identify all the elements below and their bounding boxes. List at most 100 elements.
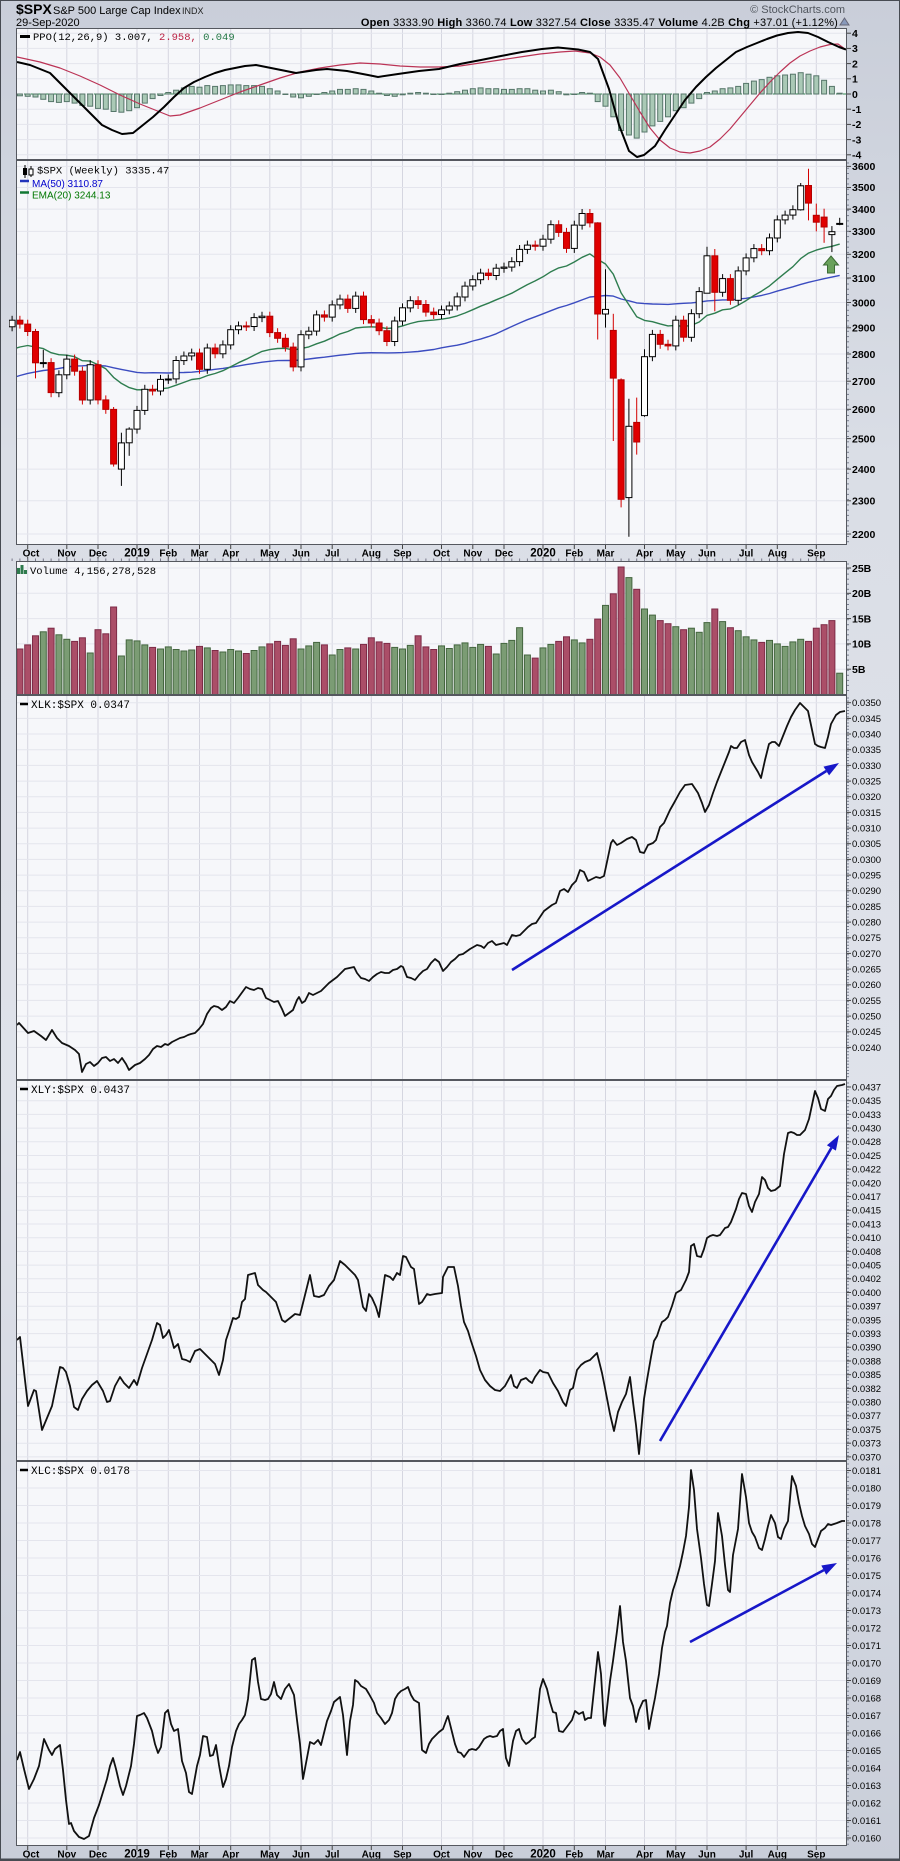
svg-text:Feb: Feb — [565, 549, 583, 560]
svg-text:0.0173: 0.0173 — [852, 1606, 881, 1617]
svg-text:2500: 2500 — [852, 433, 876, 445]
svg-text:2: 2 — [852, 58, 858, 70]
svg-text:0.0180: 0.0180 — [852, 1483, 881, 1494]
svg-text:-3: -3 — [852, 134, 861, 146]
svg-text:Jun: Jun — [698, 1850, 716, 1861]
svg-text:0.0305: 0.0305 — [852, 839, 881, 850]
svg-text:5B: 5B — [852, 664, 866, 676]
svg-text:0.0245: 0.0245 — [852, 1027, 881, 1038]
svg-text:Oct: Oct — [433, 549, 450, 560]
svg-text:EMA(20) 3244.13: EMA(20) 3244.13 — [32, 191, 111, 202]
svg-text:0.0165: 0.0165 — [852, 1746, 881, 1757]
svg-text:© StockCharts.com: © StockCharts.com — [750, 4, 845, 16]
svg-text:Jul: Jul — [325, 549, 340, 560]
svg-text:0.0335: 0.0335 — [852, 745, 881, 756]
svg-text:Jun: Jun — [292, 549, 310, 560]
svg-text:3100: 3100 — [852, 273, 876, 285]
svg-text:Open 3333.90 High 3360.74 Low: Open 3333.90 High 3360.74 Low 3327.54 Cl… — [361, 17, 838, 29]
svg-text:29-Sep-2020: 29-Sep-2020 — [16, 17, 80, 29]
svg-text:0.0270: 0.0270 — [852, 949, 881, 960]
svg-text:0.0325: 0.0325 — [852, 777, 881, 788]
svg-text:Dec: Dec — [89, 549, 108, 560]
svg-text:0.0295: 0.0295 — [852, 871, 881, 882]
svg-text:0.0275: 0.0275 — [852, 933, 881, 944]
svg-text:Feb: Feb — [565, 1850, 583, 1861]
svg-text:Mar: Mar — [597, 1850, 615, 1861]
svg-text:Jul: Jul — [739, 1850, 754, 1861]
svg-text:Sep: Sep — [807, 549, 825, 560]
svg-text:0.0405: 0.0405 — [852, 1261, 881, 1272]
svg-text:Feb: Feb — [159, 1850, 177, 1861]
svg-text:3200: 3200 — [852, 249, 876, 261]
svg-text:4: 4 — [852, 28, 858, 40]
svg-text:Oct: Oct — [433, 1850, 450, 1861]
svg-text:1: 1 — [852, 74, 858, 86]
svg-text:0.0168: 0.0168 — [852, 1693, 881, 1704]
svg-text:0.0377: 0.0377 — [852, 1411, 881, 1422]
svg-text:0.0393: 0.0393 — [852, 1329, 881, 1340]
svg-text:0.0162: 0.0162 — [852, 1798, 881, 1809]
svg-text:$SPX: $SPX — [16, 1, 52, 17]
svg-text:0.0178: 0.0178 — [852, 1518, 881, 1529]
svg-text:Apr: Apr — [636, 549, 653, 560]
svg-text:$SPX (Weekly) 3335.47: $SPX (Weekly) 3335.47 — [37, 166, 169, 178]
svg-text:Dec: Dec — [89, 1850, 108, 1861]
svg-text:15B: 15B — [852, 613, 872, 625]
svg-text:Jul: Jul — [739, 549, 754, 560]
svg-text:0.0370: 0.0370 — [852, 1452, 881, 1463]
svg-text:3400: 3400 — [852, 204, 876, 216]
svg-text:Dec: Dec — [495, 549, 514, 560]
svg-text:0.0300: 0.0300 — [852, 855, 881, 866]
svg-text:-2: -2 — [852, 119, 861, 131]
svg-text:0.0315: 0.0315 — [852, 808, 881, 819]
svg-text:2020: 2020 — [530, 1849, 556, 1861]
svg-text:Apr: Apr — [222, 1850, 239, 1861]
svg-text:Sep: Sep — [393, 549, 411, 560]
svg-text:0.0290: 0.0290 — [852, 886, 881, 897]
svg-text:0.0170: 0.0170 — [852, 1658, 881, 1669]
svg-text:Mar: Mar — [597, 549, 615, 560]
svg-text:Sep: Sep — [807, 1850, 825, 1861]
svg-text:0.0166: 0.0166 — [852, 1728, 881, 1739]
svg-text:10B: 10B — [852, 639, 872, 651]
svg-text:2400: 2400 — [852, 464, 876, 476]
svg-text:Dec: Dec — [495, 1850, 514, 1861]
svg-text:0.0395: 0.0395 — [852, 1315, 881, 1326]
svg-text:0.0385: 0.0385 — [852, 1370, 881, 1381]
svg-text:20B: 20B — [852, 588, 872, 600]
svg-text:XLY:$SPX 0.0437: XLY:$SPX 0.0437 — [31, 1085, 130, 1097]
svg-text:0.0255: 0.0255 — [852, 996, 881, 1007]
svg-text:3: 3 — [852, 43, 858, 55]
svg-text:May: May — [666, 549, 686, 560]
svg-text:2019: 2019 — [124, 548, 150, 560]
svg-text:Aug: Aug — [768, 1850, 787, 1861]
svg-text:3600: 3600 — [852, 161, 876, 173]
svg-text:May: May — [666, 1850, 686, 1861]
svg-text:0.0169: 0.0169 — [852, 1676, 881, 1687]
svg-text:3300: 3300 — [852, 226, 876, 238]
svg-text:0.0415: 0.0415 — [852, 1206, 881, 1217]
svg-text:0.0310: 0.0310 — [852, 824, 881, 835]
svg-text:XLC:$SPX 0.0178: XLC:$SPX 0.0178 — [31, 1466, 130, 1478]
svg-text:Aug: Aug — [768, 549, 787, 560]
svg-text:2019: 2019 — [124, 1849, 150, 1861]
svg-text:0.0388: 0.0388 — [852, 1356, 881, 1367]
svg-text:0.0425: 0.0425 — [852, 1151, 881, 1162]
svg-text:0.0428: 0.0428 — [852, 1137, 881, 1148]
svg-text:3000: 3000 — [852, 297, 876, 309]
svg-text:0.0422: 0.0422 — [852, 1165, 881, 1176]
svg-text:0.0433: 0.0433 — [852, 1110, 881, 1121]
svg-text:Nov: Nov — [57, 549, 76, 560]
svg-text:0.0390: 0.0390 — [852, 1343, 881, 1354]
svg-text:Nov: Nov — [57, 1850, 76, 1861]
svg-text:Jun: Jun — [292, 1850, 310, 1861]
svg-text:Apr: Apr — [636, 1850, 653, 1861]
svg-text:Mar: Mar — [191, 549, 209, 560]
svg-text:Apr: Apr — [222, 549, 239, 560]
svg-text:2600: 2600 — [852, 404, 876, 416]
svg-text:0.0320: 0.0320 — [852, 792, 881, 803]
svg-text:0.0260: 0.0260 — [852, 980, 881, 991]
svg-text:Sep: Sep — [393, 1850, 411, 1861]
svg-text:0.0437: 0.0437 — [852, 1082, 881, 1093]
svg-text:0.0400: 0.0400 — [852, 1288, 881, 1299]
